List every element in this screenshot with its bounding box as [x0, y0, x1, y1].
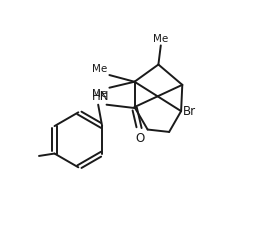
Text: Br: Br [183, 105, 196, 118]
Text: O: O [136, 132, 145, 145]
Text: Me: Me [153, 34, 168, 44]
Text: Me: Me [92, 89, 108, 99]
Text: Me: Me [92, 64, 108, 74]
Text: HN: HN [92, 91, 109, 103]
